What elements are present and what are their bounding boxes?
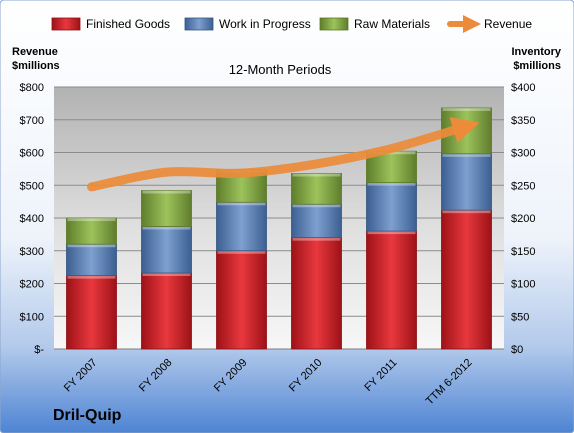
bar-highlight [292,204,341,208]
right-axis-title-line1: Inventory [511,46,561,58]
revenue-point [391,148,392,150]
right-axis-tick-label: $200 [511,213,535,225]
bar-raw-materials [141,190,192,227]
legend-label-finished-goods: Finished Goods [86,17,170,31]
bar-work-in-progress [291,203,342,239]
bar-highlight [67,218,116,221]
left-axis-tick-label: $100 [20,311,44,323]
chart-title: 12-Month Periods [229,62,332,77]
bar-highlight [217,250,266,254]
bar-finished-goods [141,272,192,350]
left-axis-title-line1: Revenue [12,46,58,58]
legend-label-raw-materials: Raw Materials [354,17,430,31]
right-axis-tick-label: $100 [511,279,535,291]
bar-highlight [442,153,491,157]
left-axis-tick-label: $600 [20,148,44,160]
bar-raw-materials [66,217,117,245]
bars [66,107,492,350]
bar-work-in-progress [216,201,267,252]
bar-highlight [142,190,191,194]
left-axis-tick-label: $400 [20,213,44,225]
bar-highlight [67,244,116,248]
legend-label-work-in-progress: Work in Progress [219,17,311,31]
bar-work-in-progress [141,226,192,274]
left-axis-tick-label: $200 [20,279,44,291]
revenue-point [316,163,317,165]
legend-swatch-finished-goods [51,17,81,31]
revenue-point [466,125,467,127]
bar-highlight [367,231,416,235]
right-axis-tick-label: $250 [511,180,535,192]
right-axis-title-line2: $millions [513,60,561,72]
bar-finished-goods [66,275,117,350]
revenue-line [87,117,480,192]
right-axis-tick-label: $150 [511,246,535,258]
legend-label-revenue: Revenue [484,17,532,31]
legend: Finished Goods Work in Progress Raw Materi… [51,15,532,33]
bar-highlight [367,182,416,186]
bar-work-in-progress [441,153,492,211]
left-axis-tick-label: $500 [20,180,44,192]
revenue-point [241,172,242,174]
left-axis-tick-label: $800 [20,82,44,94]
legend-swatch-raw-materials [319,17,349,31]
left-axis-tick-label: $700 [20,115,44,127]
revenue-point [166,171,167,173]
bar-highlight [292,173,341,177]
gridlines [54,86,504,350]
legend-swatch-work-in-progress [184,17,214,31]
bar-highlight [142,273,191,277]
company-name: Dril-Quip [53,407,122,424]
right-axis-tick-label: $350 [511,115,535,127]
right-axis-tick-label: $0 [511,344,523,356]
bar-highlight [142,226,191,230]
right-axis-tick-label: $400 [511,82,535,94]
bar-highlight [442,107,491,111]
bar-work-in-progress [366,182,417,232]
bar-work-in-progress [66,243,117,277]
bar-finished-goods [216,250,267,350]
revenue-point [91,186,92,188]
revenue-line-path [87,117,480,192]
left-axis-title-line2: $millions [12,60,60,72]
right-axis-tick-label: $50 [511,311,529,323]
left-axis-tick-label: $- [34,344,44,356]
bar-finished-goods [441,209,492,350]
bar-finished-goods [291,237,342,350]
bar-raw-materials [291,173,342,205]
left-axis-tick-label: $300 [20,246,44,258]
bar-finished-goods [366,230,417,350]
right-axis-tick-label: $300 [511,148,535,160]
bar-highlight [442,210,491,214]
bar-highlight [292,237,341,241]
bar-highlight [67,275,116,279]
bar-highlight [217,202,266,206]
